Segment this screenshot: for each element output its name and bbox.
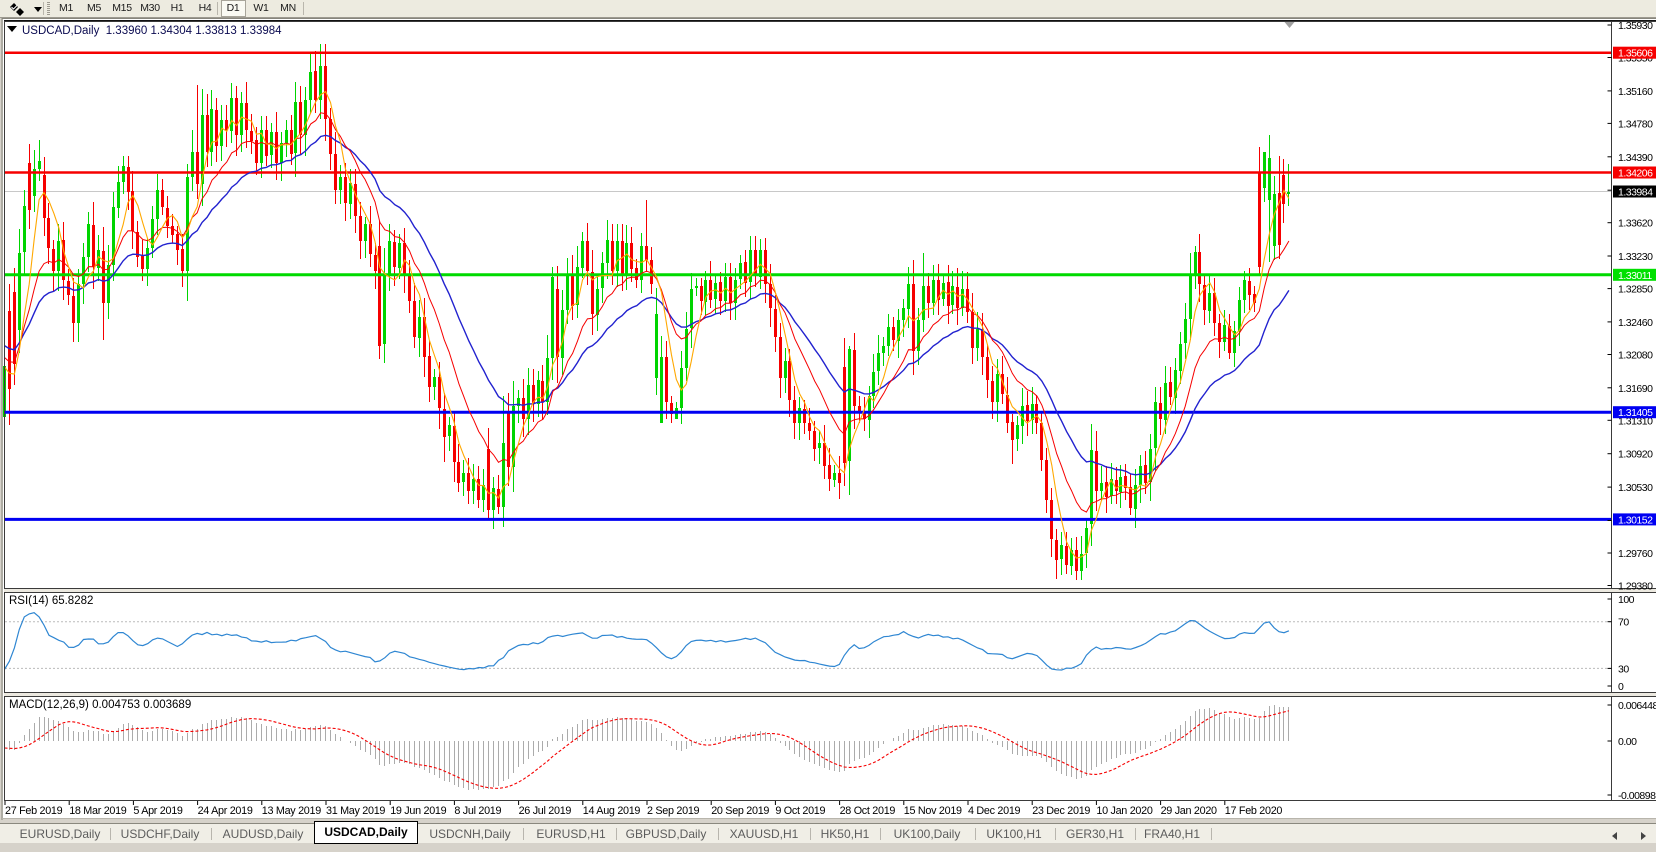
- svg-text:1.34780: 1.34780: [1618, 118, 1653, 130]
- svg-text:18 Mar 2019: 18 Mar 2019: [69, 805, 127, 817]
- svg-text:1.33620: 1.33620: [1618, 218, 1653, 230]
- svg-text:31 May 2019: 31 May 2019: [326, 805, 385, 817]
- svg-text:17 Feb 2020: 17 Feb 2020: [1225, 805, 1283, 817]
- svg-text:30: 30: [1618, 663, 1629, 675]
- svg-text:4 Dec 2019: 4 Dec 2019: [968, 805, 1021, 817]
- svg-text:15 Nov 2019: 15 Nov 2019: [904, 805, 962, 817]
- svg-text:8 Jul 2019: 8 Jul 2019: [454, 805, 501, 817]
- svg-text:1.33984: 1.33984: [1618, 187, 1653, 199]
- svg-text:MACD(12,26,9) 0.004753 0.00368: MACD(12,26,9) 0.004753 0.003689: [9, 699, 191, 711]
- svg-text:1.30530: 1.30530: [1618, 482, 1653, 494]
- svg-text:28 Oct 2019: 28 Oct 2019: [840, 805, 896, 817]
- svg-text:100: 100: [1618, 594, 1635, 606]
- svg-text:10 Jan 2020: 10 Jan 2020: [1096, 805, 1152, 817]
- svg-text:1.30152: 1.30152: [1618, 514, 1653, 526]
- svg-text:26 Jul 2019: 26 Jul 2019: [519, 805, 572, 817]
- svg-text:1.32850: 1.32850: [1618, 284, 1653, 296]
- svg-text:1.34206: 1.34206: [1618, 168, 1653, 180]
- svg-text:0: 0: [1618, 681, 1624, 693]
- svg-text:27 Feb 2019: 27 Feb 2019: [5, 805, 63, 817]
- svg-text:1.35160: 1.35160: [1618, 86, 1653, 98]
- svg-text:20 Sep 2019: 20 Sep 2019: [711, 805, 769, 817]
- svg-text:1.30920: 1.30920: [1618, 449, 1653, 461]
- svg-text:1.29380: 1.29380: [1618, 581, 1653, 593]
- svg-text:1.33011: 1.33011: [1618, 270, 1652, 282]
- svg-text:2 Sep 2019: 2 Sep 2019: [647, 805, 700, 817]
- svg-text:70: 70: [1618, 617, 1629, 629]
- svg-text:RSI(14) 65.8282: RSI(14) 65.8282: [9, 595, 93, 607]
- svg-text:1.29760: 1.29760: [1618, 548, 1653, 560]
- svg-text:13 May 2019: 13 May 2019: [262, 805, 321, 817]
- svg-text:1.32080: 1.32080: [1618, 350, 1653, 362]
- svg-text:1.32460: 1.32460: [1618, 317, 1653, 329]
- svg-text:1.34390: 1.34390: [1618, 152, 1653, 164]
- svg-text:1.31690: 1.31690: [1618, 383, 1653, 395]
- svg-text:29 Jan 2020: 29 Jan 2020: [1161, 805, 1217, 817]
- svg-text:1.31405: 1.31405: [1618, 407, 1653, 419]
- svg-text:23 Dec 2019: 23 Dec 2019: [1032, 805, 1090, 817]
- svg-text:1.31310: 1.31310: [1618, 415, 1653, 427]
- svg-text:1.33230: 1.33230: [1618, 251, 1653, 263]
- svg-text:0.006448: 0.006448: [1618, 700, 1656, 712]
- svg-text:USDCAD,Daily 1.33960 1.34304: USDCAD,Daily 1.33960 1.34304 1.33813 1.3…: [22, 25, 282, 37]
- svg-text:19 Jun 2019: 19 Jun 2019: [390, 805, 446, 817]
- svg-text:9 Oct 2019: 9 Oct 2019: [775, 805, 825, 817]
- svg-text:1.35930: 1.35930: [1618, 20, 1653, 32]
- svg-text:24 Apr 2019: 24 Apr 2019: [198, 805, 253, 817]
- svg-text:5 Apr 2019: 5 Apr 2019: [133, 805, 183, 817]
- svg-text:1.35606: 1.35606: [1618, 48, 1653, 60]
- svg-text:14 Aug 2019: 14 Aug 2019: [583, 805, 641, 817]
- svg-text:0.00: 0.00: [1618, 736, 1637, 748]
